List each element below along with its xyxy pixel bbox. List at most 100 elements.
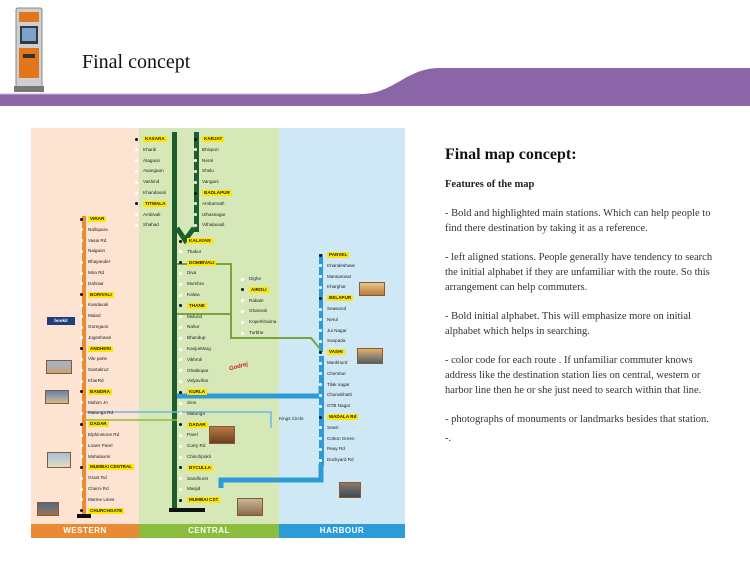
station-dot	[179, 293, 182, 297]
station-dot	[179, 315, 182, 319]
station-label: Kalwa	[187, 292, 200, 297]
station-label: Matunga	[187, 410, 205, 416]
station-label: Cotton Green	[327, 435, 355, 441]
station-label: Mira Rd	[88, 270, 105, 275]
station-dot	[80, 476, 83, 480]
station-label: Masjid	[187, 486, 201, 492]
station-label: Nahur	[187, 324, 200, 330]
station-label: Sion	[187, 400, 197, 405]
station-dot	[241, 277, 244, 281]
station-label: Chunabhatti	[327, 392, 352, 398]
station-dot	[80, 282, 83, 286]
station-dot	[179, 498, 182, 502]
station-label: Jui Nagar	[327, 327, 347, 333]
station-label: KanjurMarg	[187, 346, 211, 351]
station-dot	[80, 314, 83, 318]
station-dot	[179, 455, 182, 459]
station-label: Bhandup	[187, 335, 206, 341]
station-dot	[179, 282, 182, 286]
station-label: Lower Parel	[88, 442, 113, 448]
station-dot	[135, 137, 138, 141]
station-label: Khardi	[143, 146, 157, 152]
station-label: KharRd	[88, 378, 104, 383]
station-label: Sanpada	[327, 338, 346, 344]
station-label: Shahad	[143, 222, 159, 228]
landmark-photo-mumbai-central	[47, 452, 71, 468]
station-dot	[319, 383, 322, 387]
station-label: BANDRA	[88, 388, 112, 395]
landmark-photo-cst	[237, 498, 263, 516]
harbour-line-label: HARBOUR	[279, 524, 405, 538]
station-label: DADAR	[88, 421, 109, 428]
station-dot	[179, 390, 182, 394]
station-label: Thakur	[187, 248, 202, 254]
landmark-photo-churchgate	[37, 502, 59, 516]
station-dot	[80, 325, 83, 329]
station-label: Vangani	[202, 179, 219, 185]
station-label: CHURCHGATE	[88, 507, 125, 514]
station-label: MUMBAI CENTRAL	[88, 464, 135, 471]
station-label: VASHI	[327, 349, 345, 356]
station-label: Chembur	[327, 370, 346, 376]
station-label: Khandeshwar	[327, 262, 356, 268]
station-dot	[135, 191, 138, 195]
station-dot	[319, 264, 322, 268]
kings-circle-label: Kings Circle	[279, 416, 304, 421]
station-label: Ambarnath	[202, 200, 225, 206]
station-dot	[179, 250, 182, 254]
station-label: Vithalavadi	[202, 222, 225, 228]
station-dot	[80, 487, 83, 491]
station-dot	[194, 148, 197, 152]
station-label: Ghansoli	[249, 308, 268, 314]
station-label: Neral	[202, 157, 213, 163]
station-label: Dahisar	[88, 280, 104, 286]
landmark-photo-dockyard	[339, 482, 361, 498]
station-dot	[179, 423, 182, 427]
station-dot	[319, 372, 322, 376]
station-label: Kharghar	[327, 284, 346, 290]
station-dot	[179, 325, 182, 329]
feature-paragraph-6: -.	[445, 433, 452, 444]
station-dot	[319, 253, 322, 257]
station-dot	[80, 379, 83, 383]
station-label: MUMBAI CST	[187, 497, 221, 504]
description-subheading: Features of the map	[445, 179, 535, 190]
station-label: WADALA Rd	[327, 414, 359, 420]
station-dot	[319, 458, 322, 462]
station-dot	[194, 159, 197, 163]
station-label: Parel	[187, 432, 198, 438]
station-label: THANE	[187, 302, 207, 309]
station-dot	[241, 331, 244, 335]
station-dot	[80, 390, 83, 394]
station-label: Mankhurd	[327, 360, 348, 365]
station-dot	[80, 347, 83, 351]
feature-paragraph-1: - Bold and highlighted main stations. Wh…	[445, 208, 711, 234]
station-label: KASARA	[143, 136, 167, 142]
station-dot	[80, 422, 83, 426]
station-dot	[179, 261, 182, 265]
station-dot	[80, 444, 83, 448]
station-label: Dockyard Rd	[327, 457, 354, 463]
station-dot	[319, 404, 322, 408]
harbour-zone	[279, 128, 405, 524]
bookit-logo: bookit	[47, 317, 75, 325]
landmark-photo-dadar	[209, 426, 235, 444]
station-label: Rabale	[249, 297, 264, 303]
header-banner	[0, 68, 750, 106]
station-dot	[80, 509, 83, 513]
kiosk-illustration	[14, 7, 44, 92]
station-label: BYCULLA	[187, 464, 213, 471]
station-dot	[319, 296, 322, 300]
railway-map: VIRAR Nallopara Vasai Rd Naigaon Bhayander Mi…	[31, 128, 405, 538]
station-dot	[194, 213, 197, 217]
station-dot	[179, 304, 182, 308]
station-dot	[80, 293, 83, 297]
station-label: Vasai Rd	[88, 237, 107, 243]
station-label: BELAPUR	[327, 295, 354, 302]
station-dot	[135, 223, 138, 227]
station-label: Ambivali	[143, 211, 161, 217]
station-label: KARJAT	[202, 136, 225, 142]
station-dot	[179, 369, 182, 373]
station-dot	[80, 357, 83, 361]
central-line-label: CENTRAL	[139, 524, 279, 538]
